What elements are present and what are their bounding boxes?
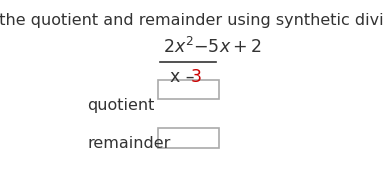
Text: $2x^2$$ - 5x + 2$: $2x^2$$ - 5x + 2$ (163, 37, 262, 57)
FancyBboxPatch shape (158, 80, 219, 99)
Text: quotient: quotient (88, 98, 155, 113)
Text: x –: x – (170, 69, 200, 87)
Text: remainder: remainder (88, 136, 171, 151)
Text: Find the quotient and remainder using synthetic division.: Find the quotient and remainder using sy… (0, 13, 383, 28)
Text: 3: 3 (190, 69, 201, 87)
FancyBboxPatch shape (158, 129, 219, 148)
